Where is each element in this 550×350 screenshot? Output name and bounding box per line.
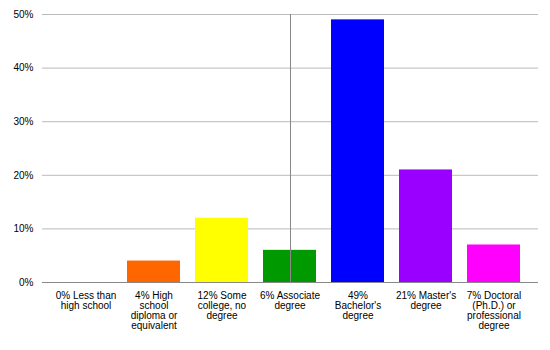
svg-text:21% Master'sdegree: 21% Master'sdegree [396, 290, 456, 311]
svg-text:4% Highschooldiploma orequival: 4% Highschooldiploma orequivalent [131, 290, 178, 331]
svg-text:49%Bachelor'sdegree: 49%Bachelor'sdegree [335, 290, 381, 321]
svg-text:50%: 50% [13, 9, 33, 20]
svg-text:0% Less thanhigh school: 0% Less thanhigh school [56, 290, 117, 311]
svg-text:40%: 40% [13, 62, 33, 73]
svg-text:7% Doctoral(Ph.D.) orprofessio: 7% Doctoral(Ph.D.) orprofessionaldegree [467, 290, 521, 331]
svg-text:10%: 10% [13, 223, 33, 234]
svg-text:20%: 20% [13, 170, 33, 181]
svg-text:0%: 0% [19, 277, 34, 288]
svg-text:30%: 30% [13, 116, 33, 127]
svg-text:6% Associatedegree: 6% Associatedegree [260, 290, 320, 311]
svg-text:12% Somecollege, nodegree: 12% Somecollege, nodegree [198, 290, 247, 321]
